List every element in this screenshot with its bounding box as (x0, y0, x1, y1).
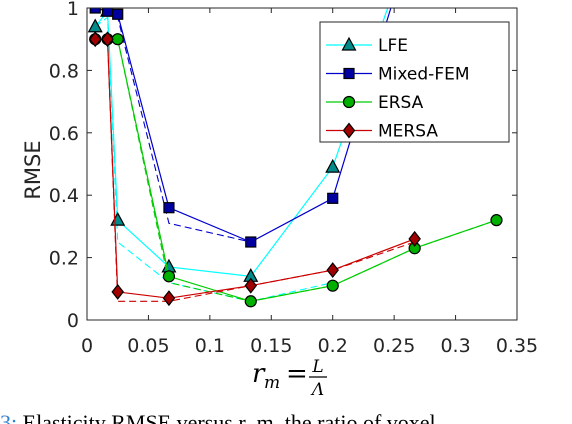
axis-ticks: 0 0.05 0.1 0.15 0.2 0.25 0.3 0.35 0 0.2 0.4 0.6 0.8 1 (49, 0, 538, 357)
data-point (490, 214, 503, 227)
y-tick-label: 0.8 (49, 60, 79, 82)
data-point (244, 277, 258, 294)
svg-text:=: = (286, 359, 308, 389)
series-layer (87, 8, 503, 308)
svg-text:r: r (252, 359, 266, 389)
data-point (101, 31, 114, 48)
y-tick-label: 0.6 (49, 123, 79, 145)
y-tick-label: 1 (67, 0, 79, 20)
x-tick-label: 0.25 (373, 335, 415, 357)
y-tick-label: 0.4 (49, 185, 79, 207)
svg-text:Λ: Λ (310, 380, 324, 400)
data-point (161, 258, 177, 273)
data-point (245, 236, 257, 248)
caption-text: Elasticity RMSE versus r_m, the ratio of… (17, 410, 436, 424)
x-tick-label: 0.2 (318, 335, 348, 357)
figure-caption: 3: Elasticity RMSE versus r_m, the ratio… (0, 408, 572, 424)
data-point (88, 31, 102, 48)
legend-label: LFE (378, 36, 408, 56)
legend-item-lfe: LFE (326, 36, 408, 56)
data-point (408, 230, 421, 247)
series-mersa (88, 31, 421, 307)
x-tick-label: 0.1 (195, 335, 225, 357)
legend-marker (343, 67, 355, 80)
data-point (326, 279, 339, 292)
data-point (110, 211, 126, 226)
legend-item-ersa: ERSA (326, 93, 424, 113)
data-point (112, 8, 124, 20)
legend-marker (342, 122, 356, 139)
data-point (162, 270, 176, 283)
data-point (89, 8, 101, 14)
x-tick-label: 0 (81, 335, 93, 357)
legend-marker (342, 95, 356, 109)
x-tick-label: 0.35 (496, 335, 538, 357)
data-point (244, 295, 257, 308)
x-tick-label: 0.3 (440, 335, 470, 357)
svg-text:m: m (264, 373, 280, 393)
x-axis-label: r m = L Λ (252, 357, 327, 400)
y-tick-label: 0 (67, 310, 79, 332)
legend-label: ERSA (378, 93, 424, 113)
legend-label: MERSA (378, 122, 438, 142)
series-mixed-fem (89, 8, 392, 248)
y-tick-label: 0.2 (49, 248, 79, 270)
x-tick-label: 0.15 (250, 335, 292, 357)
data-point (111, 283, 124, 300)
data-point (163, 202, 175, 214)
legend-label: Mixed-FEM (378, 65, 470, 85)
legend-marker (341, 36, 357, 51)
legend: LFE Mixed-FEM ERSA MERSA (319, 21, 510, 143)
svg-text:L: L (311, 357, 323, 377)
figure-number: 3: (0, 410, 18, 424)
data-point (327, 192, 339, 204)
legend-item-mersa: MERSA (326, 122, 438, 142)
series-dashed-line (94, 16, 333, 302)
data-point (162, 290, 176, 307)
data-point (326, 262, 339, 279)
legend-item-mixed-fem: Mixed-FEM (326, 65, 470, 85)
data-point (325, 158, 341, 173)
plot-frame (86, 7, 518, 321)
data-point (111, 33, 124, 46)
x-tick-label: 0.05 (127, 335, 169, 357)
y-axis-label: RMSE (21, 140, 45, 199)
rmse-chart: 0 0.05 0.1 0.15 0.2 0.25 0.3 0.35 0 0.2 0.4 0.6 0.8 1… (21, 0, 538, 400)
